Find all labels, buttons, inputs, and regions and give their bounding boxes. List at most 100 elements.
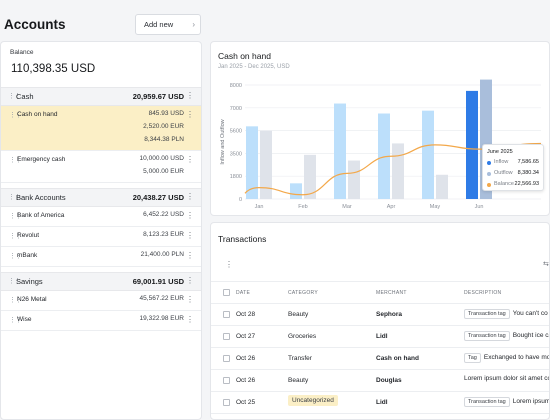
inflow-dot-icon [487,161,491,165]
date-cell: Oct 26 [236,377,256,384]
transactions-title: Transactions [218,234,267,244]
inflow-bar [290,183,302,199]
account-balance: 10,000.00 USD [139,155,184,162]
account-row[interactable]: ⋮⋮ Bank of America 6,452.22 USD ⋮ [1,207,201,227]
transaction-tag[interactable]: Tag [464,353,481,363]
x-tick-label: Jan [255,204,264,210]
columns-toggle-icon[interactable]: ⇆ [543,261,549,268]
drag-handle-icon[interactable]: ⋮⋮ [8,93,21,100]
balance-dot-icon [487,183,491,187]
column-header-merchant[interactable]: MERCHANT [376,290,407,296]
account-name: Wise [17,316,32,323]
merchant-cell: Douglas [376,377,402,384]
description-text: Bought ice ca [512,332,550,339]
transaction-tag[interactable]: Transaction tag [464,397,510,407]
account-group-2[interactable]: ⋮⋮ Savings 69,001.91 USD ⋮ [1,272,201,291]
account-balance: 8,123.23 EUR [143,231,184,238]
drag-handle-icon[interactable]: ⋮⋮ [9,157,22,164]
description-text: You can't co [512,310,548,317]
drag-handle-icon[interactable]: ⋮⋮ [8,278,21,285]
add-new-button[interactable]: Add new › [135,14,201,35]
table-row[interactable]: Oct 25 Uncategorized Lidl Transaction tag Lo… [211,391,549,413]
drag-handle-icon[interactable]: ⋮⋮ [9,317,22,324]
date-cell: Oct 25 [236,399,256,406]
group-name: Cash [16,92,34,101]
account-balances: 8,123.23 EUR [143,231,184,245]
group-total: 20,438.27 USD [132,193,184,202]
outflow-bar [304,154,316,199]
drag-handle-icon[interactable]: ⋮⋮ [9,213,22,220]
row-checkbox[interactable] [223,355,230,362]
account-row[interactable]: ⋮⋮ Wise 19,322.98 EUR ⋮ [1,311,201,331]
group-menu-icon[interactable]: ⋮ [186,91,194,100]
y-tick-label: 8000 [230,83,242,89]
account-menu-icon[interactable]: ⋮ [186,295,194,304]
category-cell: Beauty [288,311,309,318]
group-menu-icon[interactable]: ⋮ [186,276,194,285]
y-axis-label: Inflow and Outflow [220,119,226,164]
group-menu-icon[interactable]: ⋮ [186,192,194,201]
account-row[interactable]: ⋮⋮ Revolut 8,123.23 EUR ⋮ [1,227,201,247]
account-balance: 2,520.00 EUR [143,123,184,130]
account-balances: 845.93 USD 2,520.00 EUR 8,344.38 PLN [143,110,184,150]
account-row[interactable]: ⋮⋮ Emergency cash 10,000.00 USD 5,000.00 EU… [1,151,201,183]
table-row[interactable]: Oct 25BusinessWarsaw IncTransaction tagL… [211,413,549,419]
category-cell: Groceries [288,333,317,340]
drag-handle-icon[interactable]: ⋮⋮ [9,233,22,240]
inflow-bar [466,90,478,199]
column-header-description[interactable]: DESCRIPTION [464,290,502,296]
merchant-cell: Sephora [376,311,403,318]
account-balance: 6,452.22 USD [143,211,184,218]
account-menu-icon[interactable]: ⋮ [186,315,194,324]
account-balance: 5,000.00 EUR [143,168,184,175]
table-row[interactable]: Oct 28 Beauty Sephora Transaction tag You ca… [211,303,549,325]
select-all-checkbox[interactable] [223,289,230,296]
balance-value: 110,398.35 USD [11,63,96,75]
transaction-tag[interactable]: Transaction tag [464,331,510,341]
tooltip-row-inflow: Inflow 7,586.65 [487,159,539,168]
drag-handle-icon[interactable]: ⋮⋮ [9,112,22,119]
outflow-dot-icon [487,172,491,176]
group-total: 20,959.67 USD [132,92,184,101]
account-group-0[interactable]: ⋮⋮ Cash 20,959.67 USD ⋮ [1,87,201,106]
column-header-date[interactable]: DATE [236,290,251,296]
more-options-icon[interactable]: ⋮ [225,260,233,269]
account-balance: 45,567.22 EUR [139,295,184,302]
account-menu-icon[interactable]: ⋮ [186,231,194,240]
account-row[interactable]: ⋮⋮ Cash on hand 845.93 USD 2,520.00 EUR 8,34… [1,106,201,151]
row-checkbox[interactable] [223,311,230,318]
account-balances: 10,000.00 USD 5,000.00 EUR [139,155,184,182]
description-cell: Transaction tag Bought ice ca [464,331,550,341]
account-menu-icon[interactable]: ⋮ [186,155,194,164]
table-body: Oct 28 Beauty Sephora Transaction tag You ca… [211,303,550,419]
balance-line [244,142,542,196]
account-group-1[interactable]: ⋮⋮ Bank Accounts 20,438.27 USD ⋮ [1,188,201,207]
column-header-category[interactable]: CATEGORY [288,290,318,296]
description-cell: Lorem ipsum dolor sit amet cons [464,375,549,382]
account-balance: 845.93 USD [148,110,184,117]
account-menu-icon[interactable]: ⋮ [186,251,194,260]
account-row[interactable]: ⋮⋮ mBank 21,400.00 PLN ⋮ [1,247,201,267]
transaction-tag[interactable]: Transaction tag [464,309,510,319]
row-checkbox[interactable] [223,377,230,384]
outflow-bar [436,174,448,199]
chevron-right-icon: › [192,20,195,29]
drag-handle-icon[interactable]: ⋮⋮ [9,297,22,304]
table-row[interactable]: Oct 27 Groceries Lidl Transaction tag Bought… [211,325,550,347]
x-tick-label: Mar [342,204,352,210]
tooltip-row-balance: Balance 22,566.93 [487,181,539,190]
drag-handle-icon[interactable]: ⋮⋮ [8,194,21,201]
row-checkbox[interactable] [223,399,230,406]
drag-handle-icon[interactable]: ⋮⋮ [9,253,22,260]
uncategorized-badge[interactable]: Uncategorized [288,395,338,406]
account-menu-icon[interactable]: ⋮ [186,110,194,119]
description-cell: Transaction tag You can't co [464,309,548,319]
date-cell: Oct 26 [236,355,256,362]
table-row[interactable]: Oct 26 Beauty Douglas Lorem ipsum dolor sit… [211,369,549,391]
table-row[interactable]: Oct 26 Transfer Cash on hand Tag Exchanged t… [211,347,549,369]
group-name: Savings [16,277,43,286]
account-menu-icon[interactable]: ⋮ [186,211,194,220]
account-row[interactable]: ⋮⋮ N26 Metal 45,567.22 EUR ⋮ [1,291,201,311]
tooltip-label: Outflow [494,170,513,176]
row-checkbox[interactable] [223,333,230,340]
